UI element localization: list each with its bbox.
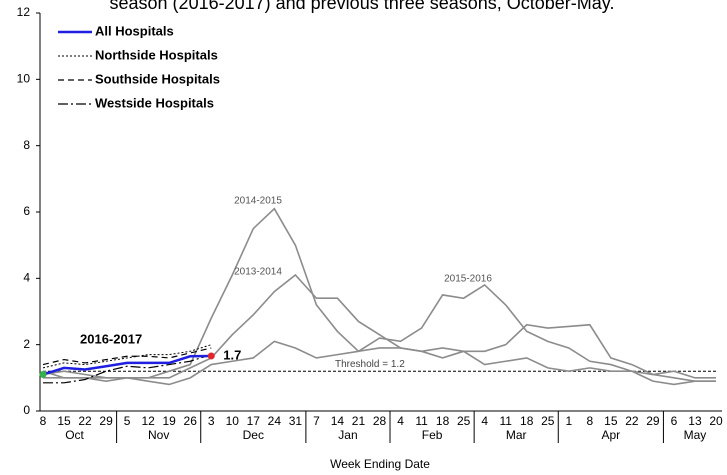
legend-label: Westside Hospitals [95, 95, 214, 110]
x-tick-label: 4 [397, 414, 404, 428]
series-line [42, 354, 212, 376]
x-tick-label: 1 [565, 414, 572, 428]
series-line [42, 347, 212, 366]
x-tick-label: 8 [40, 414, 47, 428]
month-label: Nov [148, 428, 169, 442]
y-tick-label: 4 [23, 271, 30, 285]
threshold-label: Threshold = 1.2 [335, 359, 405, 370]
season-line [43, 283, 716, 386]
x-tick-label: 22 [78, 414, 92, 428]
month-label: Feb [422, 428, 443, 442]
series-line [43, 354, 212, 384]
month-label: May [684, 428, 707, 442]
x-tick-label: 19 [163, 414, 177, 428]
x-tick-label: 21 [352, 414, 366, 428]
series-line [42, 344, 212, 369]
current-season-label: 2016-2017 [80, 331, 142, 346]
season-line [42, 207, 716, 379]
x-tick-label: 29 [646, 414, 660, 428]
x-tick-label: 15 [604, 414, 618, 428]
month-label: Dec [243, 428, 264, 442]
last-point [207, 352, 215, 360]
x-axis-label: Week Ending Date [330, 457, 430, 471]
x-tick-label: 18 [520, 414, 534, 428]
first-point [39, 371, 47, 379]
x-tick-label: 7 [313, 414, 320, 428]
x-tick-label: 10 [226, 414, 240, 428]
x-tick-label: 18 [436, 414, 450, 428]
y-tick-label: 2 [23, 337, 30, 351]
month-label: Apr [602, 428, 621, 442]
x-tick-label: 14 [331, 414, 345, 428]
x-tick-label: 13 [688, 414, 702, 428]
legend-label: Southside Hospitals [95, 71, 220, 86]
x-tick-label: 8 [586, 414, 593, 428]
x-tick-label: 26 [184, 414, 198, 428]
season-line [42, 273, 716, 382]
chart-title: season (2016-2017) and previous three se… [110, 0, 615, 13]
legend-label: Northside Hospitals [95, 47, 218, 62]
x-tick-label: 12 [141, 414, 155, 428]
x-tick-label: 11 [415, 414, 428, 428]
season-label: 2014-2015 [234, 196, 282, 207]
y-tick-label: 6 [23, 204, 30, 218]
month-label: Jan [338, 428, 357, 442]
x-tick-label: 28 [373, 414, 387, 428]
x-tick-label: 5 [124, 414, 131, 428]
x-tick-label: 17 [247, 414, 261, 428]
x-tick-label: 6 [671, 414, 678, 428]
month-label: Oct [65, 428, 84, 442]
y-tick-label: 8 [23, 138, 30, 152]
season-label: 2015-2016 [444, 274, 492, 285]
y-tick-label: 10 [17, 72, 31, 86]
x-tick-label: 31 [289, 414, 303, 428]
y-tick-label: 0 [23, 403, 30, 417]
legend-label: All Hospitals [95, 23, 174, 38]
x-tick-label: 24 [268, 414, 282, 428]
y-tick-label: 12 [17, 5, 31, 19]
x-tick-label: 22 [625, 414, 639, 428]
x-tick-label: 3 [208, 414, 215, 428]
value-label: 1.7 [223, 347, 241, 362]
season-label: 2013-2014 [234, 267, 282, 278]
x-tick-label: 25 [541, 414, 555, 428]
x-tick-label: 25 [457, 414, 471, 428]
x-tick-label: 20 [709, 414, 723, 428]
x-tick-label: 15 [57, 414, 71, 428]
x-tick-label: 4 [481, 414, 488, 428]
x-tick-label: 11 [499, 414, 512, 428]
x-tick-label: 29 [99, 414, 113, 428]
month-label: Mar [506, 428, 527, 442]
